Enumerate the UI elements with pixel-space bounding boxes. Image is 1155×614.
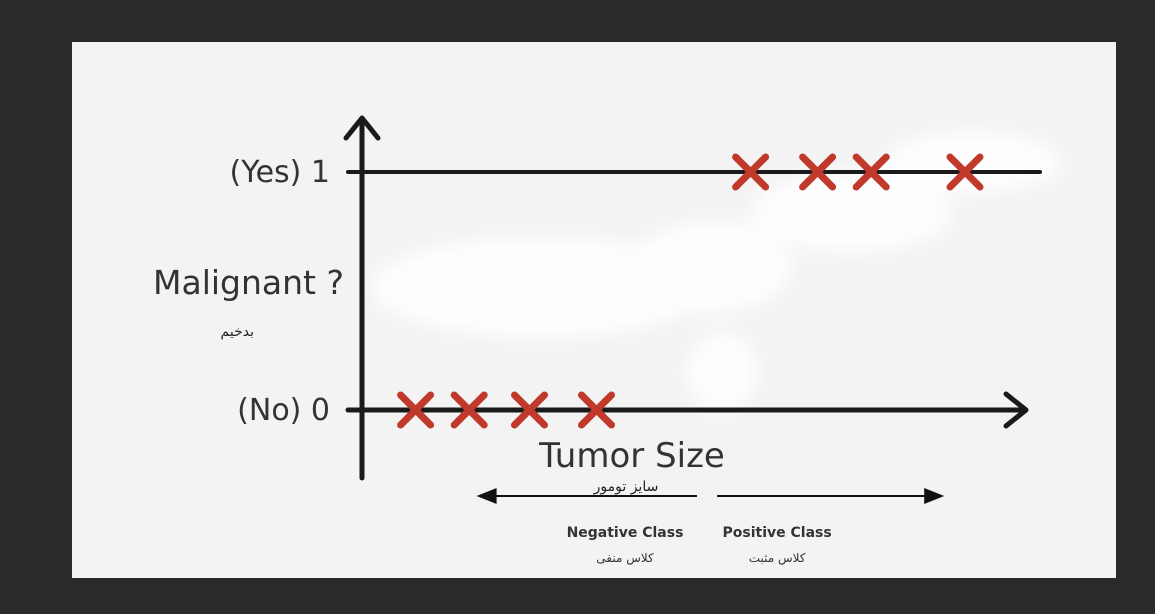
data-point-stroke	[799, 153, 837, 191]
data-point-stroke	[450, 391, 488, 429]
y-axis-arrow	[343, 115, 381, 141]
data-point	[852, 153, 890, 191]
class-region: Positive Class کلاس مثبت	[717, 488, 945, 566]
data-point	[946, 153, 984, 191]
y-axis-label: Malignant ?	[153, 263, 344, 302]
y-ticks: (No) 0 (Yes) 1	[230, 155, 330, 428]
x-axis-arrow	[1003, 391, 1029, 429]
x-axis-label-sub: سایز تومور	[593, 479, 659, 495]
class-regions: Negative Class کلاس منفی Positive Class کلا…	[476, 488, 945, 566]
y-tick-label: (Yes) 1	[230, 155, 330, 190]
x-axis-label: Tumor Size	[538, 436, 725, 476]
data-point	[450, 391, 488, 429]
class-region-sub: کلاس مثبت	[749, 551, 806, 566]
class-region: Negative Class کلاس منفی	[476, 488, 697, 566]
class-region-arrowhead	[476, 488, 497, 504]
slide: (No) 0 (Yes) 1 Negative Class کلاس منفی Pos…	[72, 42, 1116, 578]
data-point-stroke	[397, 391, 435, 429]
y-tick-label: (No) 0	[237, 393, 330, 428]
data-point-stroke	[852, 153, 890, 191]
data-point	[578, 391, 615, 429]
data-point-stroke	[578, 391, 615, 429]
data-point	[732, 153, 770, 191]
chart: (No) 0 (Yes) 1 Negative Class کلاس منفی Pos…	[153, 115, 1062, 566]
class-region-label: Negative Class	[567, 525, 684, 541]
data-point	[511, 391, 548, 429]
axes	[343, 115, 1042, 481]
data-point	[397, 391, 435, 429]
eraser-smudges	[372, 132, 1062, 412]
data-point-stroke	[511, 391, 548, 429]
data-point	[799, 153, 837, 191]
y-axis-label-sub: بدخیم	[221, 324, 254, 340]
data-point-stroke	[946, 153, 984, 191]
class-region-arrowhead	[924, 488, 945, 504]
data-point-stroke	[732, 153, 770, 191]
data-marks	[397, 153, 984, 429]
class-region-sub: کلاس منفی	[596, 551, 654, 566]
class-region-label: Positive Class	[723, 525, 832, 541]
